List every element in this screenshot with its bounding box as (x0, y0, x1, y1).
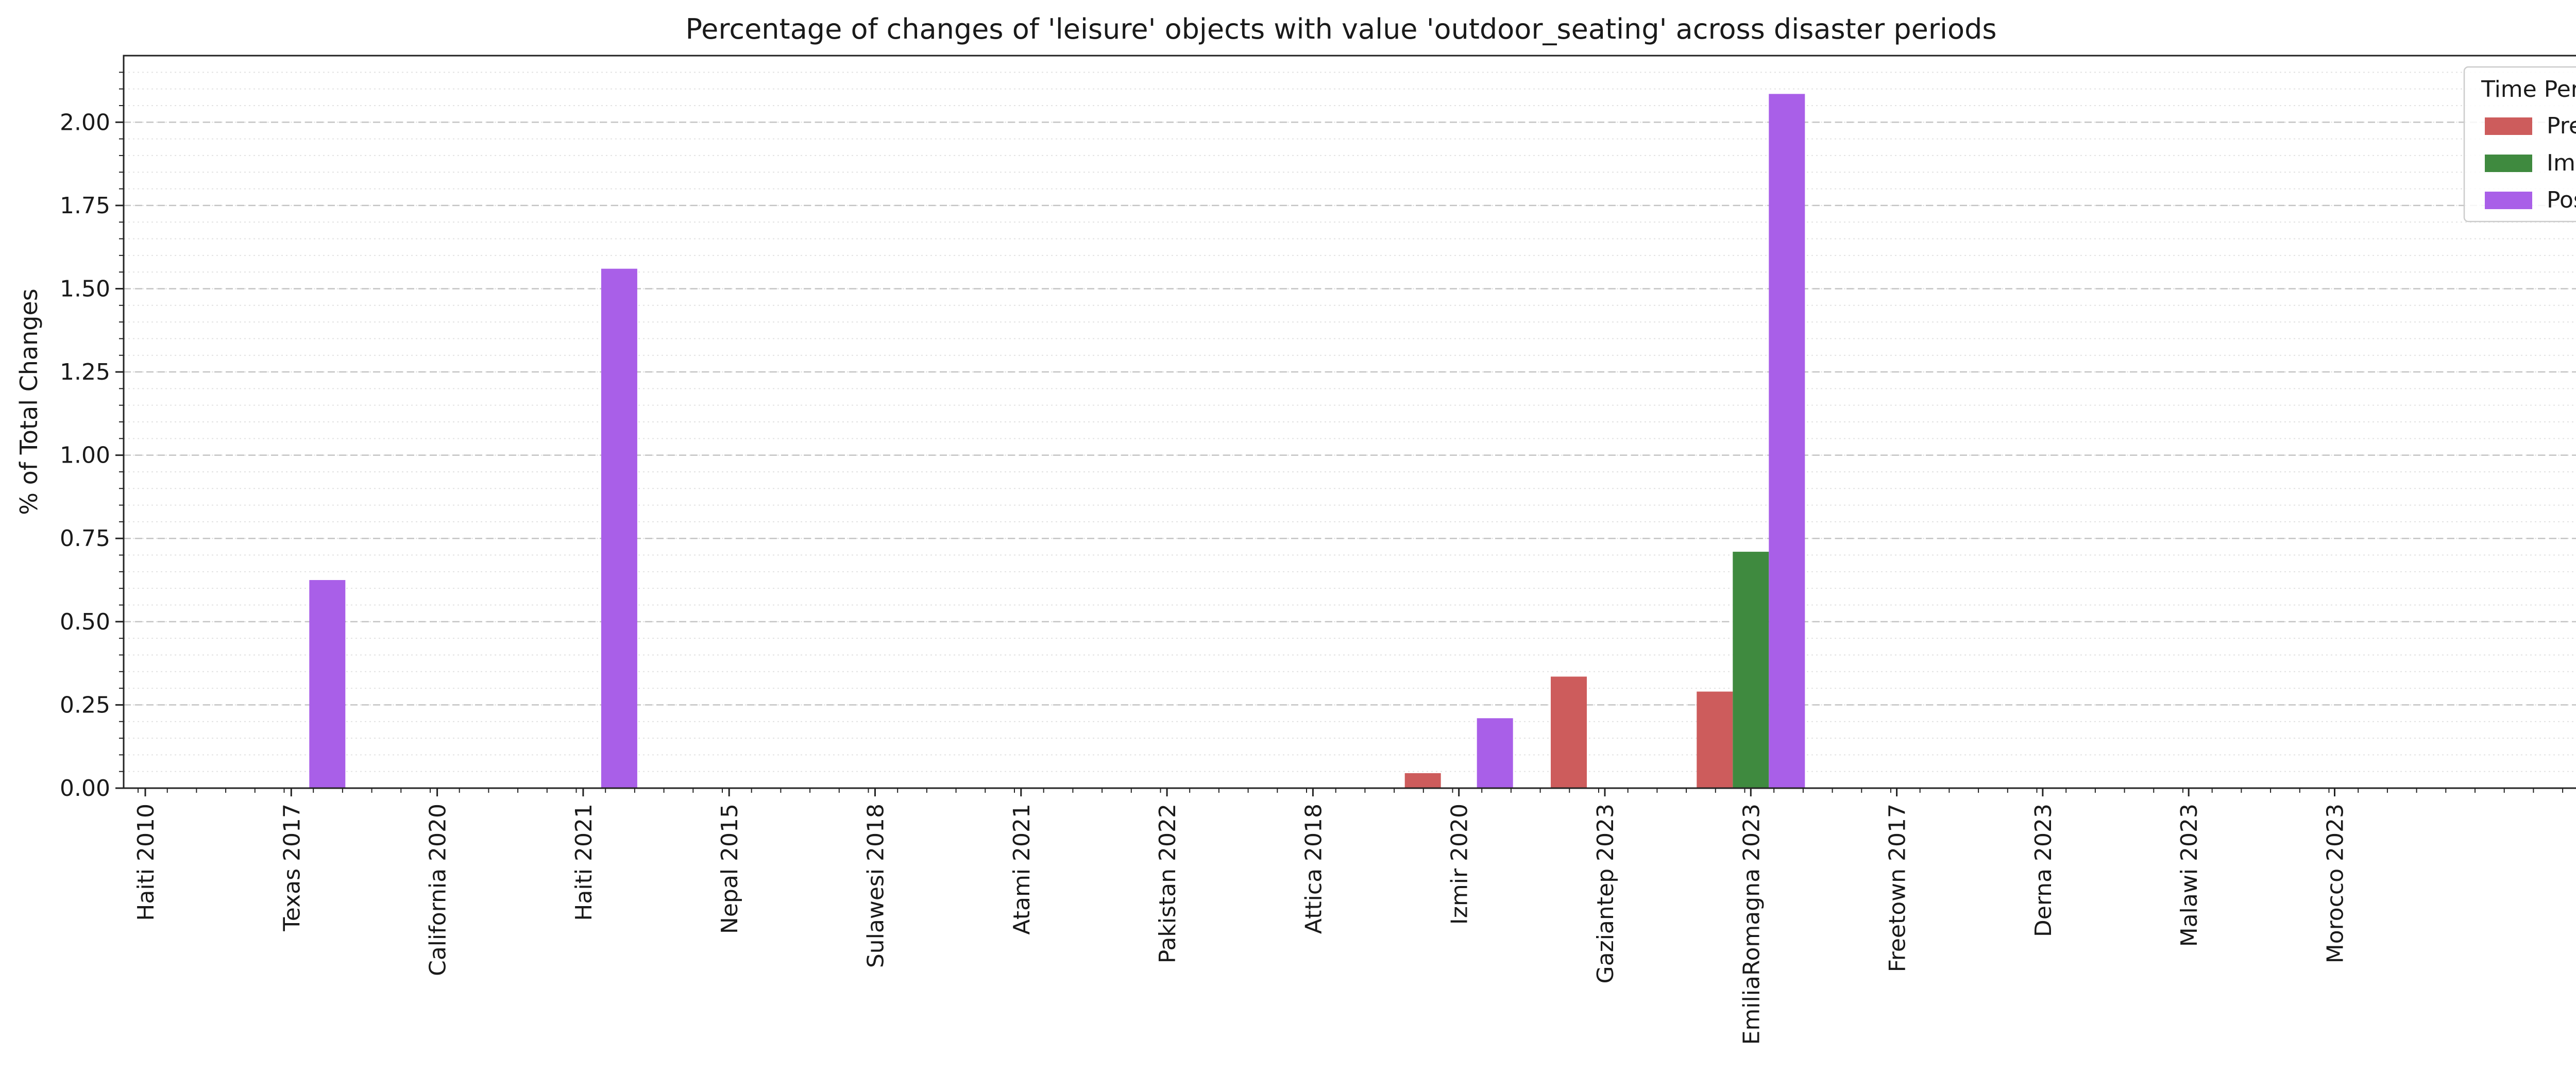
legend-label-imm: Imm (2547, 150, 2576, 176)
y-tick-label: 0.50 (60, 609, 110, 635)
x-tick-label: Haiti 2021 (571, 804, 597, 921)
plot-frame (123, 55, 2576, 789)
x-tick-label: Haiti 2010 (133, 804, 159, 921)
legend-swatch-pre (2485, 117, 2532, 135)
x-tick-labels: Haiti 2010 Texas 2017 California 2020 Haiti… (133, 804, 2349, 1045)
x-tick-label: Texas 2017 (279, 804, 305, 932)
x-tick-label: Attica 2018 (1300, 804, 1327, 934)
y-tick-label: 1.50 (60, 276, 110, 302)
y-tick-label: 0.75 (60, 525, 110, 552)
x-tick-label: Atami 2021 (1009, 804, 1035, 935)
x-tick-label: EmiliaRomagna 2023 (1738, 804, 1765, 1045)
y-axis-label: % of Total Changes (15, 288, 43, 515)
bar-post (309, 580, 346, 788)
legend-swatch-post (2485, 192, 2532, 209)
y-tick-labels: 0.00 0.25 0.50 0.75 1.00 1.25 1.50 1.75 2.00 (60, 109, 110, 802)
bar-pre (1551, 676, 1587, 788)
legend: Time Period Pre Imm Post (2463, 66, 2576, 223)
y-tick-label: 1.75 (60, 193, 110, 219)
bar-post (1477, 718, 1513, 788)
y-tick-label: 0.00 (60, 775, 110, 802)
x-tick-label: Morocco 2023 (2323, 804, 2349, 963)
y-tick-label: 1.25 (60, 359, 110, 385)
bar-imm (1733, 552, 1769, 788)
legend-swatch-imm (2485, 155, 2532, 172)
x-tick-label: Derna 2023 (2030, 804, 2057, 937)
grid-lines (124, 72, 2576, 772)
x-tick-label: Gaziantep 2023 (1592, 804, 1619, 983)
legend-label-post: Post (2547, 187, 2576, 213)
x-tick-label: Freetown 2017 (1885, 804, 1911, 972)
bar-post (601, 268, 637, 788)
x-tick-label: Nepal 2015 (717, 804, 743, 934)
x-tick-label: Pakistan 2022 (1155, 804, 1181, 963)
y-tick-label: 2.00 (60, 109, 110, 135)
chart-title: Percentage of changes of 'leisure' objec… (686, 13, 1997, 45)
x-tick-label: Malawi 2023 (2176, 804, 2202, 947)
bar-pre (1404, 773, 1441, 788)
legend-label-pre: Pre (2547, 113, 2576, 139)
axes (115, 55, 2576, 796)
y-tick-label: 1.00 (60, 442, 110, 469)
x-tick-label: California 2020 (425, 804, 451, 976)
legend-title: Time Period (2481, 76, 2576, 103)
bar-pre (1697, 691, 1733, 788)
y-tick-label: 0.25 (60, 692, 110, 718)
bars (309, 94, 1805, 789)
legend-box (2463, 66, 2576, 223)
x-tick-label: Sulawesi 2018 (863, 804, 889, 968)
bar-post (1769, 94, 1805, 789)
x-tick-label: Izmir 2020 (1447, 804, 1473, 925)
